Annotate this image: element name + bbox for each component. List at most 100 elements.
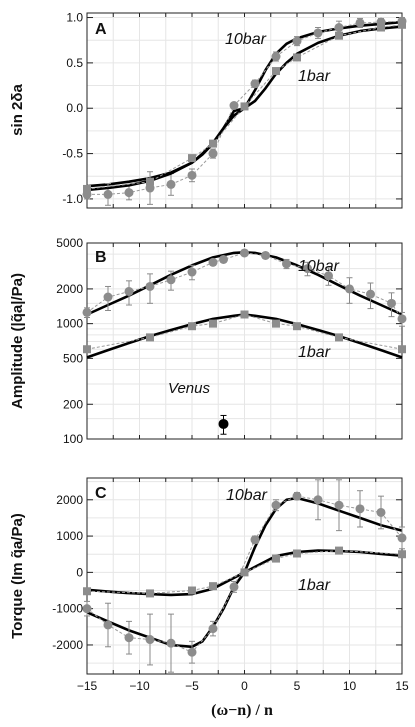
data-point-1bar — [146, 333, 154, 342]
x-tick-label: 15 — [395, 679, 409, 693]
y-tick-label: -2000 — [52, 638, 83, 652]
data-connector-1bar — [86, 24, 403, 190]
y-tick-label: 2000 — [56, 493, 83, 507]
annotation-1bar: 1bar — [298, 68, 331, 85]
data-point-1bar — [146, 177, 154, 186]
y-tick-label: -1000 — [52, 602, 83, 616]
data-point-10bar — [334, 500, 344, 510]
data-point-1bar — [398, 345, 406, 354]
data-point-10bar — [219, 254, 228, 264]
data-point-10bar — [397, 314, 407, 324]
data-point-10bar — [250, 535, 260, 545]
x-tick-label: −5 — [185, 679, 199, 693]
data-point-10bar — [187, 170, 197, 180]
data-point-1bar — [335, 546, 343, 555]
data-point-10bar — [313, 28, 323, 38]
data-point-10bar — [282, 259, 291, 269]
data-point-10bar — [387, 298, 396, 308]
data-point-1bar — [272, 319, 280, 328]
data-point-1bar — [240, 568, 249, 577]
panel-letter: B — [95, 249, 107, 266]
data-point-1bar — [83, 587, 91, 596]
data-point-10bar — [166, 638, 176, 648]
data-point-10bar — [229, 101, 239, 111]
data-point-10bar — [82, 307, 92, 317]
data-point-10bar — [355, 504, 365, 514]
annotation-1bar: 1bar — [298, 344, 331, 361]
data-point-10bar — [103, 189, 113, 199]
y-axis-label: sin 2δa — [9, 84, 26, 136]
data-point-10bar — [324, 271, 333, 281]
y-axis-label: Amplitude (|q̃a|/Pa) — [9, 273, 26, 409]
data-point-1bar — [240, 310, 249, 319]
data-point-1bar — [83, 345, 91, 354]
y-tick-label: 1000 — [56, 317, 83, 331]
panel-A: -1.0 -0.5 0.0 0.5 1.0 sin 2δa A 10bar 1bar — [9, 11, 407, 209]
data-point-10bar — [124, 286, 134, 296]
data-point-10bar — [187, 647, 197, 657]
data-connector-10bar — [86, 495, 403, 653]
y-tick-label: 1.0 — [66, 11, 83, 25]
annotation-10bar: 10bar — [298, 258, 340, 275]
y-tick-label: -0.5 — [62, 147, 83, 161]
data-connector-10bar — [87, 20, 403, 195]
data-point-10bar — [366, 289, 375, 299]
data-point-10bar — [124, 633, 134, 643]
data-point-Venus — [218, 418, 229, 429]
data-point-10bar — [271, 500, 281, 510]
data-point-10bar — [145, 183, 155, 193]
data-point-1bar — [240, 102, 249, 111]
y-tick-label: 500 — [63, 351, 83, 365]
panel-C: -2000 -1000 0 1000 2000 −15 −10 −5 0 5 10 15 Torque … — [9, 477, 409, 693]
data-point-1bar — [272, 67, 280, 76]
y-axis-label: Torque (Im q̃a/Pa) — [9, 513, 26, 639]
x-tick-label: −15 — [77, 679, 98, 693]
data-point-1bar — [188, 586, 196, 595]
x-tick-label: −10 — [129, 679, 150, 693]
panel-letter: A — [95, 21, 107, 38]
data-point-10bar — [292, 36, 302, 46]
data-point-10bar — [292, 491, 302, 501]
data-point-1bar — [293, 53, 301, 62]
x-tick-label: 0 — [241, 679, 248, 693]
data-point-10bar — [334, 23, 344, 33]
data-point-1bar — [83, 184, 91, 193]
y-tick-label: 200 — [63, 397, 83, 411]
annotation-10bar: 10bar — [225, 31, 267, 48]
annotation-Venus: Venus — [168, 380, 210, 397]
data-point-10bar — [145, 635, 155, 645]
data-point-10bar — [397, 533, 407, 543]
y-tick-label: 2000 — [56, 282, 83, 296]
panel-B: 100 200 500 1000 2000 5000 Amplitude (|q̃a|/Pa… — [9, 236, 407, 446]
data-point-10bar — [166, 275, 176, 285]
x-tick-label: 10 — [343, 679, 357, 693]
data-point-1bar — [335, 31, 343, 40]
data-point-10bar — [187, 267, 197, 277]
data-point-10bar — [103, 292, 113, 302]
data-point-10bar — [103, 620, 113, 630]
data-point-1bar — [209, 139, 217, 148]
x-tick-label: 5 — [294, 679, 301, 693]
y-tick-label: 1000 — [56, 529, 83, 543]
panel-letter: C — [95, 485, 107, 502]
annotation-1bar: 1bar — [298, 577, 331, 594]
y-tick-label: 0 — [76, 565, 83, 579]
data-point-10bar — [82, 604, 92, 614]
data-point-10bar — [271, 52, 281, 62]
data-point-10bar — [208, 257, 218, 267]
data-point-10bar — [166, 179, 176, 189]
data-point-1bar — [209, 319, 217, 328]
data-point-1bar — [209, 582, 217, 591]
data-point-1bar — [293, 322, 301, 331]
data-point-1bar — [377, 23, 385, 32]
data-connector-10bar — [86, 252, 403, 320]
annotation-10bar: 10bar — [226, 487, 268, 504]
data-point-1bar — [398, 20, 406, 29]
data-point-1bar — [188, 322, 196, 331]
x-axis-label: (ω−n) / n — [211, 702, 273, 719]
y-tick-label: 5000 — [56, 236, 83, 250]
data-point-1bar — [146, 589, 154, 598]
data-point-1bar — [293, 549, 301, 558]
data-point-10bar — [303, 264, 312, 274]
